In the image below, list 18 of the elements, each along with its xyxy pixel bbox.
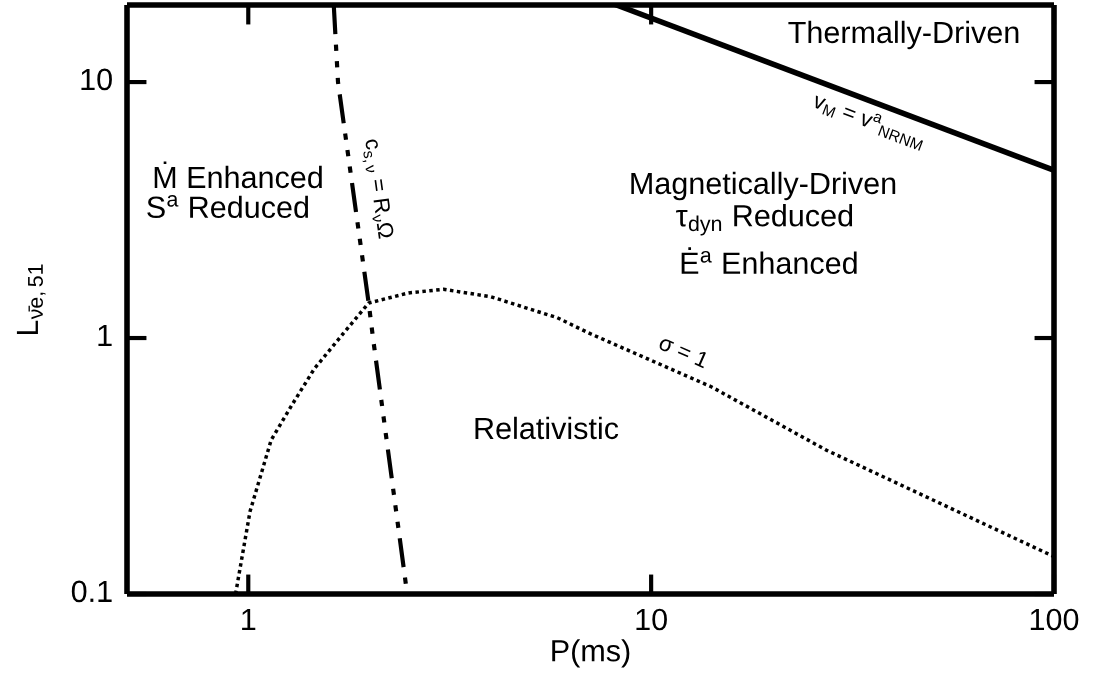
annotation: c$_{s,ν}$ = R$_{ν}$Ω [359, 138, 395, 240]
annotation: Magnetically-Driven [631, 171, 896, 201]
y-tick-label: 10 [81, 68, 112, 91]
annotation: Relativistic [475, 416, 619, 440]
y-tick-label: 1 [98, 324, 112, 346]
annotation: Ė$^{a}$ Enhanced [681, 247, 857, 275]
y-axis-title: L$_{ν̄e,51}$ [16, 264, 46, 335]
annotation: σ = 1 [657, 334, 710, 369]
x-tick-label: 100 [1030, 608, 1079, 631]
y-tick-label: 0.1 [71, 580, 112, 603]
annotation: S$^{a}$ Reduced [147, 194, 308, 219]
annotation: τ$_{dyn}$ Reduced [676, 204, 853, 236]
x-tick-label: 1 [242, 609, 256, 631]
annotation: Thermally-Driven [788, 20, 1019, 50]
annotation: v$_{M}$ = v$^{a}$$_{NRNM}$ [810, 90, 927, 151]
x-tick-label: 10 [636, 608, 667, 631]
annotation: Ṁ Enhanced [154, 161, 322, 189]
x-axis-title: P(ms) [552, 639, 630, 668]
